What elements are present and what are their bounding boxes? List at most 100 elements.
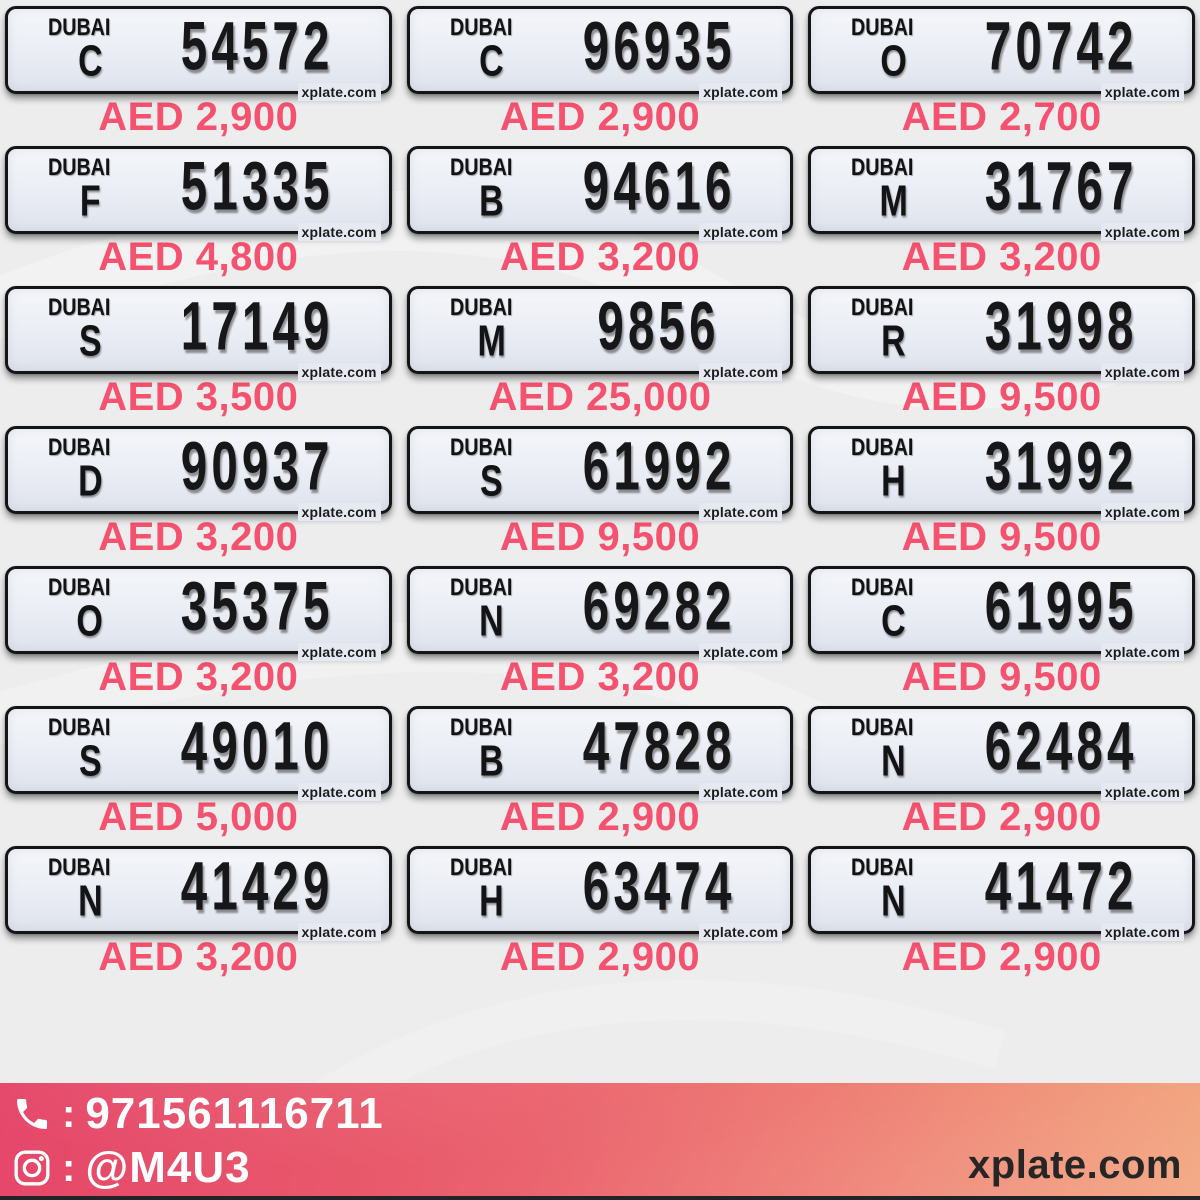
plate-listing: DUBAI D 90937 xplate.com AED 3,200 (5, 426, 392, 557)
plate-watermark: xplate.com (297, 783, 381, 801)
bottom-edge-line (0, 1196, 1200, 1200)
plate-letter-code: O (76, 596, 104, 645)
plate-number: 31767 (984, 147, 1138, 225)
plate-listing: DUBAI H 31992 xplate.com AED 9,500 (808, 426, 1195, 557)
price-label: AED 3,200 (98, 515, 299, 559)
plate-number: 31992 (984, 427, 1138, 505)
instagram-icon (10, 1146, 54, 1190)
license-plate: DUBAI H 63474 xplate.com (406, 846, 794, 941)
plate-listing: DUBAI S 61992 xplate.com AED 9,500 (406, 426, 794, 559)
plate-listing: DUBAI F 51335 xplate.com AED 4,800 (5, 146, 392, 277)
plate-watermark: xplate.com (1100, 83, 1184, 101)
dubai-emirate-logo: DUBAI (851, 434, 914, 461)
plate-letter-area: N (833, 875, 953, 927)
phone-row: : 971561116711 (10, 1089, 384, 1139)
plate-listing: DUBAI M 31767 xplate.com AED 3,200 (808, 146, 1195, 277)
plate-number: 54572 (180, 7, 334, 85)
price-label: AED 9,500 (901, 375, 1102, 419)
plate-letter-code: C (77, 36, 103, 85)
plate-number-area: 54572 (140, 7, 375, 85)
dubai-emirate-logo: DUBAI (851, 154, 914, 181)
plate-number: 9856 (597, 287, 721, 365)
plate-watermark: xplate.com (297, 223, 381, 241)
price-label: AED 2,900 (499, 95, 701, 139)
license-plate: DUBAI S 49010 xplate.com (5, 706, 392, 801)
plate-number: 41472 (984, 847, 1138, 925)
contact-footer: : 971561116711 : @M4U3 xplate.com (0, 1083, 1200, 1196)
plate-letter-area: M (432, 315, 552, 367)
plate-letter-area: N (833, 735, 953, 787)
license-plate: DUBAI S 61992 xplate.com (406, 426, 794, 521)
plate-letter-area: B (432, 735, 552, 787)
dubai-emirate-logo: DUBAI (851, 14, 914, 41)
price-label: AED 9,500 (901, 515, 1102, 559)
plate-watermark: xplate.com (1100, 363, 1184, 381)
instagram-row: : @M4U3 (10, 1143, 384, 1193)
plate-grid: DUBAI C 54572 xplate.com AED 2,900 DUBAI… (5, 6, 1195, 979)
plate-letter-area: S (30, 315, 150, 367)
plate-number: 35375 (180, 567, 334, 645)
plate-watermark: xplate.com (699, 783, 783, 801)
plate-listing: DUBAI S 17149 xplate.com AED 3,500 (5, 286, 392, 417)
plate-listing: DUBAI B 94616 xplate.com AED 3,200 (406, 146, 794, 279)
price-label: AED 9,500 (901, 655, 1102, 699)
plate-number-area: 62484 (943, 707, 1178, 785)
price-label: AED 9,500 (499, 515, 701, 559)
phone-colon: : (62, 1091, 76, 1136)
plate-letter-code: C (881, 596, 906, 645)
plate-number-area: 41429 (140, 848, 375, 925)
dubai-emirate-logo: DUBAI (449, 854, 513, 881)
license-plate: DUBAI O 70742 xplate.com (808, 6, 1195, 101)
price-label: AED 2,900 (499, 795, 701, 839)
dubai-emirate-logo: DUBAI (48, 294, 111, 321)
price-label: AED 2,900 (499, 935, 701, 979)
plate-watermark: xplate.com (699, 923, 783, 941)
contact-lines: : 971561116711 : @M4U3 (10, 1089, 384, 1193)
dubai-emirate-logo: DUBAI (48, 854, 111, 881)
dubai-emirate-logo: DUBAI (449, 154, 513, 181)
plate-letter-area: R (833, 315, 953, 367)
dubai-emirate-logo: DUBAI (48, 434, 111, 461)
plate-letter-area: M (833, 175, 953, 227)
plate-number: 47828 (582, 707, 736, 785)
license-plate: DUBAI N 62484 xplate.com (808, 706, 1195, 801)
license-plate: DUBAI H 31992 xplate.com (808, 426, 1195, 521)
dubai-emirate-logo: DUBAI (449, 294, 513, 321)
plate-listing: DUBAI N 41429 xplate.com AED 3,200 (5, 846, 392, 977)
plate-number: 49010 (180, 707, 334, 785)
license-plate: DUBAI F 51335 xplate.com (5, 146, 392, 241)
plate-number-area: 9856 (542, 287, 777, 365)
instagram-colon: : (62, 1145, 76, 1190)
plate-listing: DUBAI N 69282 xplate.com AED 3,200 (406, 566, 794, 697)
plate-listing: DUBAI C 61995 xplate.com AED 9,500 (808, 566, 1195, 697)
price-label: AED 4,800 (98, 235, 299, 279)
plate-letter-area: N (30, 875, 150, 927)
dubai-emirate-logo: DUBAI (851, 294, 914, 321)
plate-number: 61992 (582, 427, 736, 505)
plate-letter-code: N (881, 876, 906, 925)
plate-letter-code: N (77, 876, 103, 925)
plate-number-area: 35375 (140, 567, 375, 645)
plate-listing: DUBAI N 62484 xplate.com AED 2,900 (808, 706, 1195, 837)
price-label: AED 2,900 (98, 95, 299, 139)
dubai-emirate-logo: DUBAI (48, 714, 111, 741)
plate-letter-area: D (30, 455, 150, 507)
plate-number: 61995 (984, 567, 1138, 645)
dubai-emirate-logo: DUBAI (449, 14, 513, 41)
price-label: AED 3,200 (499, 235, 701, 279)
plate-number-area: 96935 (542, 8, 777, 85)
price-label: AED 2,900 (901, 795, 1102, 839)
plate-number-area: 31998 (943, 288, 1178, 365)
plate-watermark: xplate.com (699, 643, 783, 661)
license-plate: DUBAI D 90937 xplate.com (5, 426, 392, 521)
plate-number: 62484 (984, 707, 1138, 785)
plate-listing: DUBAI O 70742 xplate.com AED 2,700 (808, 6, 1195, 137)
price-label: AED 25,000 (488, 375, 712, 419)
plate-number-area: 51335 (140, 148, 375, 225)
license-plate: DUBAI R 31998 xplate.com (808, 286, 1195, 381)
price-label: AED 5,000 (98, 795, 299, 839)
dubai-emirate-logo: DUBAI (48, 154, 111, 181)
plate-number-area: 41472 (943, 847, 1178, 925)
license-plate: DUBAI N 69282 xplate.com (406, 566, 794, 661)
plate-listing: DUBAI B 47828 xplate.com AED 2,900 (406, 706, 794, 839)
